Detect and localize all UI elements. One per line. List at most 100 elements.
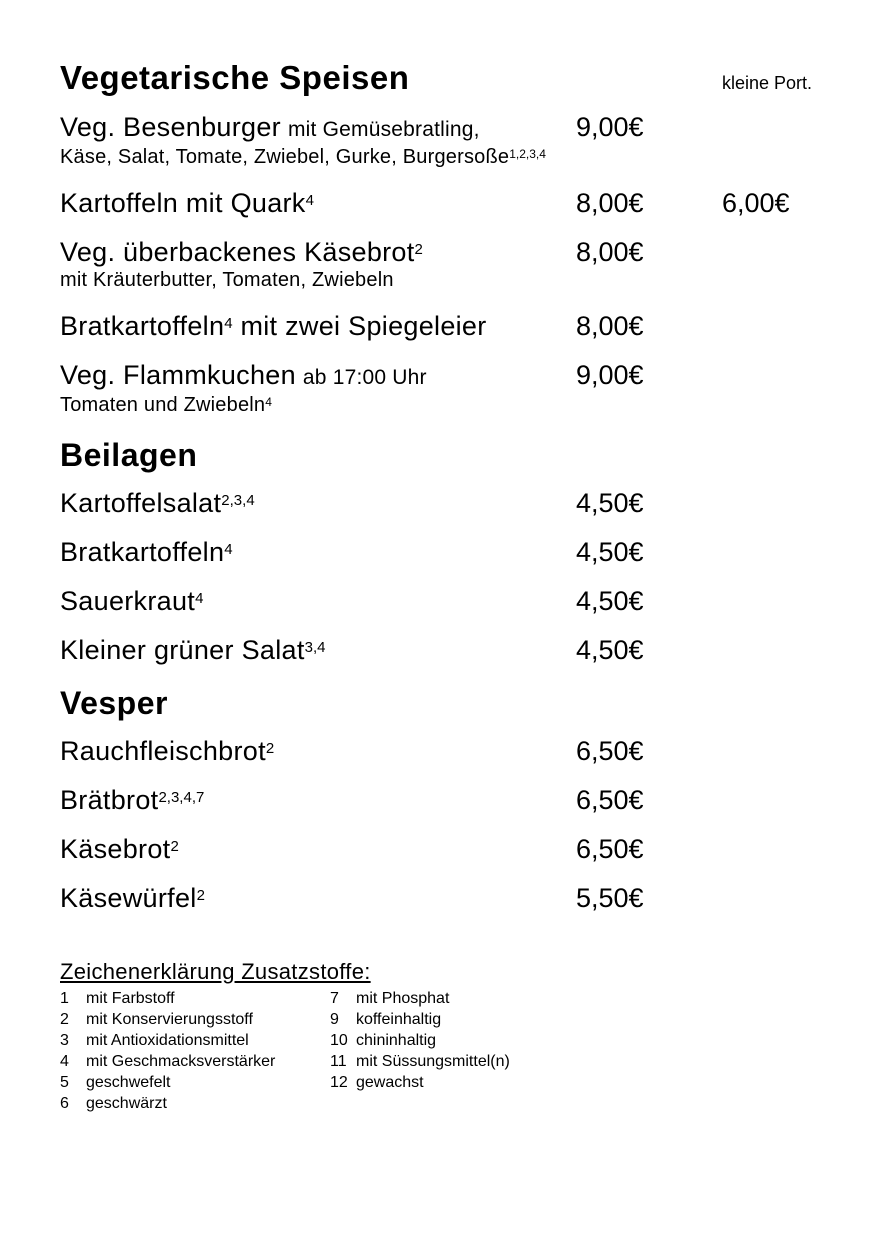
- additives-superscript: 2: [196, 887, 205, 905]
- legend-text: mit Antioxidationsmittel: [86, 1032, 249, 1049]
- legend-text: mit Süssungsmittel(n): [356, 1053, 510, 1070]
- legend-item: 12 gewachst: [330, 1072, 630, 1093]
- additives-superscript: 4: [224, 315, 233, 333]
- legend-number: 10: [330, 1032, 348, 1049]
- menu-item: Kartoffeln mit Quark4 8,00€ 6,00€: [60, 188, 815, 219]
- item-description: Tomaten und Zwiebeln4: [60, 394, 272, 416]
- menu-header: Vegetarische Speisen kleine Port.: [60, 60, 815, 96]
- menu-item: Veg. Besenburger mit Gemüsebratling, 9,00…: [60, 112, 815, 170]
- menu-item: Käsebrot2 6,50€: [60, 834, 815, 865]
- additives-superscript: 2: [170, 838, 179, 856]
- item-name: Veg. Flammkuchen ab 17:00 Uhr: [60, 360, 427, 390]
- legend-item: 6 geschwärzt: [60, 1093, 330, 1114]
- legend-number: 7: [330, 990, 339, 1007]
- menu-item: Kartoffelsalat2,3,4 4,50€: [60, 488, 815, 519]
- section-heading-vesper: Vesper: [60, 685, 168, 721]
- menu-item: Veg. überbackenes Käsebrot2 8,00€ mit Kr…: [60, 237, 815, 293]
- item-price: 8,00€: [576, 311, 644, 341]
- item-price: 9,00€: [576, 360, 644, 390]
- additives-superscript: 4: [224, 541, 233, 559]
- item-name: Sauerkraut4: [60, 586, 204, 616]
- item-price: 5,50€: [576, 883, 644, 913]
- legend-number: 4: [60, 1053, 69, 1070]
- legend-number: 11: [330, 1053, 347, 1070]
- item-description: mit Kräuterbutter, Tomaten, Zwiebeln: [60, 269, 394, 291]
- item-name: Veg. überbackenes Käsebrot2: [60, 237, 423, 267]
- item-price: 4,50€: [576, 488, 644, 518]
- legend-text: mit Geschmacksverstärker: [86, 1053, 276, 1070]
- item-name: Veg. Besenburger mit Gemüsebratling,: [60, 112, 480, 142]
- item-price: 6,50€: [576, 834, 644, 864]
- item-note: mit Gemüsebratling,: [287, 118, 480, 141]
- legend-number: 9: [330, 1011, 339, 1028]
- item-name: Kartoffeln mit Quark4: [60, 188, 314, 218]
- legend-text: chininhaltig: [356, 1032, 437, 1049]
- menu-item: Bratkartoffeln4 mit zwei Spiegeleier 8,0…: [60, 311, 815, 342]
- legend-item: 2 mit Konservierungsstoff: [60, 1009, 330, 1030]
- item-name: Käsebrot2: [60, 834, 179, 864]
- item-price: 8,00€: [576, 237, 644, 267]
- menu-item: Käsewürfel2 5,50€: [60, 883, 815, 914]
- additives-legend: Zeichenerklärung Zusatzstoffe: 1 mit Farb…: [60, 958, 815, 1114]
- legend-number: 5: [60, 1074, 69, 1091]
- legend-item: 11 mit Süssungsmittel(n): [330, 1051, 630, 1072]
- legend-item: 5 geschwefelt: [60, 1072, 330, 1093]
- legend-text: gewachst: [356, 1074, 424, 1091]
- legend-item: 3 mit Antioxidationsmittel: [60, 1030, 330, 1051]
- additives-superscript: 2,3,4,7: [158, 789, 205, 807]
- legend-item: 7 mit Phosphat: [330, 988, 630, 1009]
- item-name: Käsewürfel2: [60, 883, 205, 913]
- additives-superscript: 2,3,4: [221, 492, 255, 510]
- additives-superscript: 4: [195, 590, 204, 608]
- legend-text: geschwefelt: [86, 1074, 171, 1091]
- item-name: Rauchfleischbrot2: [60, 736, 275, 766]
- item-price: 9,00€: [576, 112, 644, 142]
- item-name-continued: mit zwei Spiegeleier: [232, 311, 487, 341]
- item-price: 8,00€: [576, 188, 644, 218]
- additives-superscript: 3,4: [304, 639, 326, 657]
- legend-text: geschwärzt: [86, 1095, 167, 1112]
- item-price: 4,50€: [576, 586, 644, 616]
- item-description: Käse, Salat, Tomate, Zwiebel, Gurke, Bur…: [60, 146, 546, 168]
- legend-number: 2: [60, 1011, 69, 1028]
- item-price: 4,50€: [576, 537, 644, 567]
- legend-number: 3: [60, 1032, 69, 1049]
- menu-item: Sauerkraut4 4,50€: [60, 586, 815, 617]
- page-title: Vegetarische Speisen: [60, 59, 410, 96]
- item-name: Kleiner grüner Salat3,4: [60, 635, 326, 665]
- legend-text: mit Phosphat: [356, 990, 450, 1007]
- item-small-price: 6,00€: [722, 188, 790, 218]
- legend-number: 6: [60, 1095, 69, 1112]
- item-price: 4,50€: [576, 635, 644, 665]
- section-heading-beilagen: Beilagen: [60, 437, 198, 473]
- item-name: Bratkartoffeln4: [60, 537, 233, 567]
- item-name: Brätbrot2,3,4,7: [60, 785, 205, 815]
- legend-item: 10 chininhaltig: [330, 1030, 630, 1051]
- legend-text: mit Farbstoff: [86, 990, 175, 1007]
- item-price: 6,50€: [576, 736, 644, 766]
- legend-text: mit Konservierungsstoff: [86, 1011, 253, 1028]
- additives-superscript: 4: [265, 395, 272, 410]
- item-name: Bratkartoffeln4 mit zwei Spiegeleier: [60, 311, 487, 341]
- menu-item: Brätbrot2,3,4,7 6,50€: [60, 785, 815, 816]
- additives-superscript: 2: [414, 241, 423, 259]
- legend-column-left: 1 mit Farbstoff 2 mit Konservierungsstoff …: [60, 988, 330, 1114]
- legend-text: koffeinhaltig: [356, 1011, 442, 1028]
- item-name: Kartoffelsalat2,3,4: [60, 488, 255, 518]
- menu-item: Bratkartoffeln4 4,50€: [60, 537, 815, 568]
- legend-number: 1: [60, 990, 69, 1007]
- item-price: 6,50€: [576, 785, 644, 815]
- legend-item: 9 koffeinhaltig: [330, 1009, 630, 1030]
- legend-number: 12: [330, 1074, 348, 1091]
- menu-item: Kleiner grüner Salat3,4 4,50€: [60, 635, 815, 666]
- legend-heading: Zeichenerklärung Zusatzstoffe:: [60, 959, 371, 984]
- additives-superscript: 4: [305, 192, 314, 210]
- legend-column-right: 7 mit Phosphat 9 koffeinhaltig 10 chininhal…: [330, 988, 630, 1114]
- item-note: ab 17:00 Uhr: [302, 366, 427, 389]
- additives-superscript: 2: [265, 740, 275, 758]
- additives-superscript: 1,2,3,4: [509, 147, 546, 162]
- menu-item: Veg. Flammkuchen ab 17:00 Uhr 9,00€ Tomat…: [60, 360, 815, 418]
- legend-item: 1 mit Farbstoff: [60, 988, 330, 1009]
- small-portion-column-header: kleine Port.: [722, 73, 813, 93]
